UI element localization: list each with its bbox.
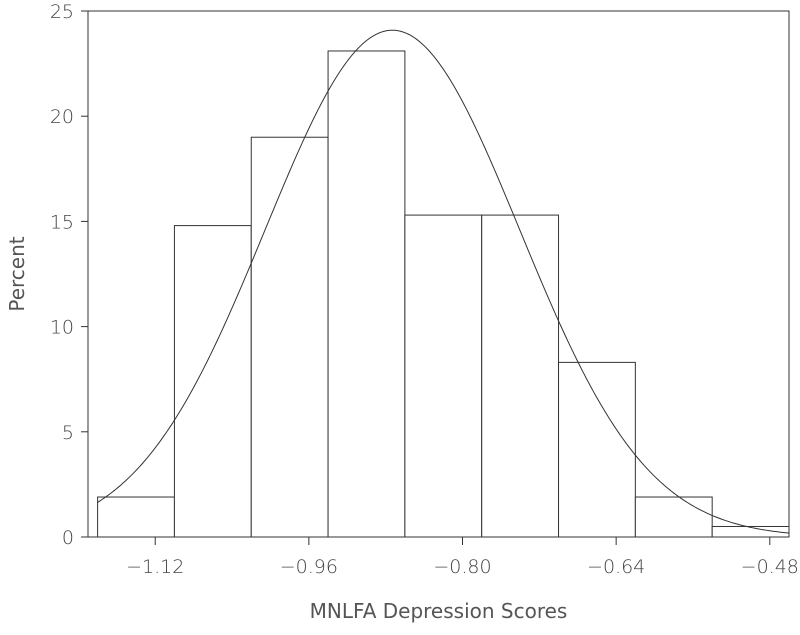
- normal-density-curve: [97, 29, 790, 534]
- x-axis: −1.12 −0.96 −0.80 −0.64 −0.48: [126, 537, 799, 578]
- histogram-bar-5: [404, 214, 483, 538]
- x-tick-label: −0.80: [433, 556, 491, 578]
- y-axis: 0 5 10 15 20 25: [50, 1, 88, 549]
- y-tick-label: 25: [50, 1, 74, 23]
- y-axis-title: Percent: [5, 236, 29, 311]
- histogram-bar-1: [97, 496, 175, 538]
- histogram-bar-8: [634, 496, 713, 538]
- histogram-bar-2: [173, 225, 252, 538]
- y-tick-label: 5: [62, 422, 74, 444]
- histogram-bar-7: [558, 361, 636, 538]
- histogram-bars: [97, 50, 790, 538]
- y-tick-label: 20: [50, 106, 74, 128]
- x-tick-label: −0.64: [587, 556, 645, 578]
- x-tick-label: −1.12: [126, 556, 184, 578]
- plot-frame: [87, 10, 790, 538]
- normal-curve-layer: [97, 29, 790, 534]
- x-axis-title: MNLFA Depression Scores: [310, 599, 568, 623]
- histogram-bar-6: [481, 214, 560, 538]
- y-tick-label: 0: [62, 527, 74, 549]
- histogram-bar-4: [327, 50, 406, 538]
- histogram-bar-3: [250, 136, 329, 538]
- x-tick-label: −0.96: [280, 556, 338, 578]
- x-tick-label: −0.48: [741, 556, 799, 578]
- y-tick-label: 15: [50, 211, 74, 233]
- y-tick-label: 10: [50, 317, 74, 339]
